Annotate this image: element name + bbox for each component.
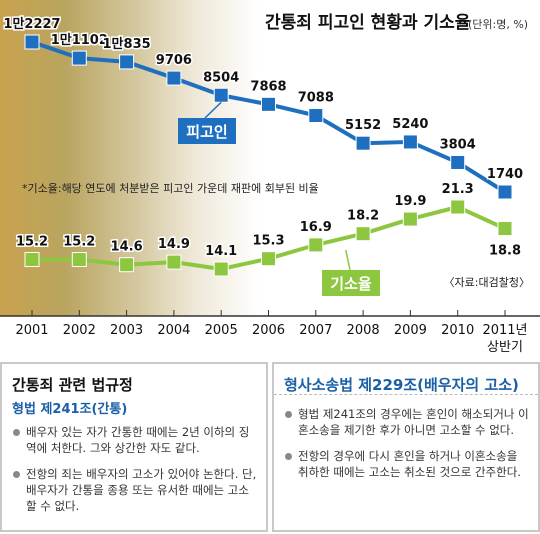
defendants-data-label: 9706 (156, 53, 192, 68)
x-tick-label: 2002 (63, 323, 96, 338)
indictment-rate-data-label: 14.6 (111, 240, 143, 255)
panel-left-item: 배우자 있는 자가 간통한 때에는 2년 이하의 징역에 처한다. 그와 상간한… (12, 424, 258, 456)
defendants-marker (355, 135, 371, 151)
defendants-data-label: 7088 (298, 91, 334, 106)
x-tick-label: 2007 (299, 323, 332, 338)
indictment-rate-marker (119, 257, 135, 273)
chart-title: 간통죄 피고인 현황과 기소율 (265, 13, 471, 33)
defendants-marker (213, 87, 229, 103)
indictment-rate-data-label: 15.2 (16, 235, 48, 250)
x-tick-label: 2004 (157, 323, 190, 338)
x-tick-label: 2001 (15, 323, 48, 338)
chart-unit-note: (단위:명, %) (468, 18, 528, 31)
panel-left-title: 간통죄 관련 법규정 (12, 376, 133, 394)
law-panel-criminal-code: 간통죄 관련 법규정 형법 제241조(간통) 배우자 있는 자가 간통한 때에… (0, 362, 268, 532)
indictment-rate-data-label: 21.3 (442, 182, 474, 197)
indictment-rate-tag-pointer (345, 249, 351, 271)
indictment-rate-marker (497, 221, 513, 237)
defendants-marker (261, 96, 276, 112)
indictment-rate-legend-box (322, 270, 380, 296)
defendants-marker (24, 34, 40, 50)
indictment-rate-marker (24, 252, 40, 268)
panel-right-divider (274, 394, 538, 395)
defendants-legend-box (178, 118, 236, 144)
defendants-data-label: 8504 (203, 70, 239, 85)
defendants-marker (119, 54, 135, 70)
x-tick-label: 2003 (110, 323, 143, 338)
chart-footnote: *기소율:해당 연도에 처분받은 피고인 가운데 재판에 회부된 비율 (22, 181, 319, 195)
defendants-data-label: 1740 (487, 167, 523, 182)
defendants-marker (450, 154, 466, 170)
panel-right-item: 전항의 경우에 다시 혼인을 하거나 이혼소송을 취하한 때에는 고소는 취소된… (284, 448, 530, 480)
x-tick-label: 2009 (394, 323, 427, 338)
indictment-rate-marker (213, 261, 229, 277)
x-tick-label: 2011년 (482, 323, 527, 338)
x-tick-label: 2008 (347, 323, 380, 338)
panel-left-items: 배우자 있는 자가 간통한 때에는 2년 이하의 징역에 처한다. 그와 상간한… (12, 424, 258, 524)
indictment-rate-data-label: 14.9 (158, 237, 190, 252)
indictment-rate-marker (450, 199, 466, 215)
indictment-rate-marker (261, 251, 276, 267)
indictment-rate-marker (166, 254, 182, 270)
indictment-rate-marker (308, 237, 324, 253)
defendants-data-label: 5152 (345, 118, 381, 133)
x-tick-label: 2005 (205, 323, 238, 338)
x-tick-label: 상반기 (487, 340, 523, 355)
indictment-rate-marker (71, 252, 87, 268)
panel-right-title: 형사소송법 제229조(배우자의 고소) (284, 376, 519, 394)
indictment-rate-data-label: 14.1 (205, 244, 237, 259)
panel-left-item: 전항의 죄는 배우자의 고소가 있어야 논한다. 단, 배우자가 간통을 종용 … (12, 466, 258, 514)
indictment-rate-data-label: 15.2 (63, 235, 95, 250)
defendants-data-label: 3804 (440, 137, 476, 152)
defendants-legend-label: 피고인 (186, 123, 227, 141)
defendants-marker (308, 108, 324, 124)
x-tick-label: 2010 (441, 323, 474, 338)
defendants-marker (166, 70, 182, 86)
defendants-marker (402, 134, 418, 150)
panel-right-items: 형법 제241조의 경우에는 혼인이 해소되거나 이혼소송을 제기한 후가 아니… (284, 406, 530, 490)
indictment-rate-data-label: 19.9 (394, 194, 426, 209)
defendants-tag-pointer (204, 101, 222, 119)
indictment-rate-marker (402, 211, 418, 227)
defendants-data-label: 5240 (392, 117, 428, 132)
defendants-data-label: 7868 (250, 79, 286, 94)
indictment-rate-data-label: 16.9 (300, 220, 332, 235)
indictment-rate-marker (355, 226, 371, 242)
indictment-rate-data-label: 18.2 (347, 209, 379, 224)
x-tick-label: 2006 (252, 323, 285, 338)
defendants-data-label: 1만1102 (51, 32, 108, 48)
chart-source: 〈자료:대검찰청〉 (444, 276, 530, 289)
defendants-marker (71, 50, 87, 66)
defendants-marker (497, 184, 513, 200)
defendants-data-label: 1만835 (103, 36, 151, 52)
panel-right-item: 형법 제241조의 경우에는 혼인이 해소되거나 이혼소송을 제기한 후가 아니… (284, 406, 530, 438)
indictment-rate-data-label: 18.8 (489, 244, 521, 259)
defendants-data-label: 1만2227 (3, 16, 60, 32)
indictment-rate-data-label: 15.3 (252, 234, 284, 249)
chart-area: 1만2227 1만1102 1만835 9706 8504 7868 7088 5152 524… (0, 0, 540, 355)
law-panel-criminal-procedure: 형사소송법 제229조(배우자의 고소) 형법 제241조의 경우에는 혼인이 … (272, 362, 540, 532)
panel-left-subtitle: 형법 제241조(간통) (12, 402, 128, 417)
indictment-rate-legend-label: 기소율 (330, 275, 372, 293)
